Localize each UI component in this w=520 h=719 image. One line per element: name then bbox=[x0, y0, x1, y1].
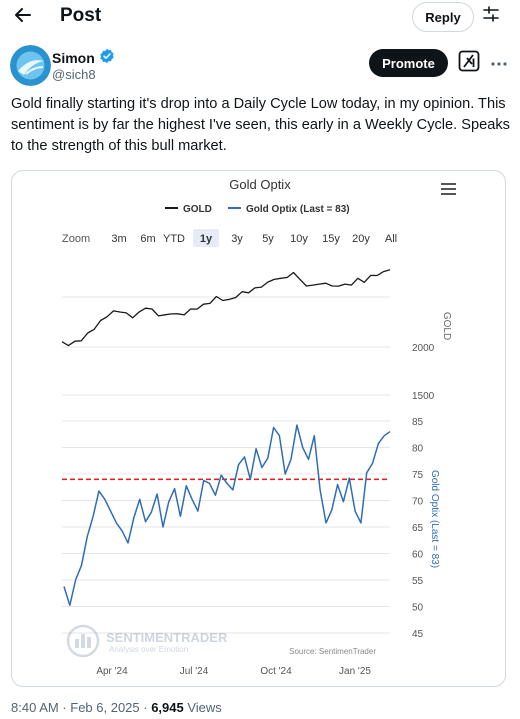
chart-image[interactable]: Gold Optix GOLD Gold Optix (Last = 83) Z… bbox=[11, 170, 506, 687]
legend-optix-label[interactable]: Gold Optix (Last = 83) bbox=[246, 204, 350, 215]
back-button[interactable] bbox=[10, 4, 36, 30]
zoom-button-label: 3y bbox=[231, 233, 243, 245]
zoom-button-5y[interactable]: 5y bbox=[262, 233, 274, 245]
x-tick-label: Apr '24 bbox=[96, 666, 128, 677]
zoom-button-10y[interactable]: 10y bbox=[290, 233, 308, 245]
zoom-button-20y[interactable]: 20y bbox=[352, 233, 370, 245]
zoom-button-label: 5y bbox=[262, 233, 274, 245]
zoom-button-3y[interactable]: 3y bbox=[231, 233, 243, 245]
zoom-button-label: All bbox=[385, 233, 397, 245]
watermark-logo-icon bbox=[66, 624, 100, 658]
grok-button[interactable] bbox=[456, 50, 482, 77]
more-options-button[interactable] bbox=[488, 51, 510, 75]
zoom-button-label: YTD bbox=[163, 233, 185, 245]
views-label: Views bbox=[183, 700, 222, 715]
chart-menu-icon[interactable] bbox=[441, 183, 456, 195]
top-axis-title: GOLD bbox=[441, 312, 452, 340]
bottom-axis-title: Gold Optix (Last = 83) bbox=[429, 470, 440, 568]
y-tick-label: 85 bbox=[412, 417, 424, 428]
watermark-tagline: Analysis over Emotion bbox=[109, 645, 188, 654]
author-handle[interactable]: @sich8 bbox=[52, 67, 96, 82]
legend: GOLD Gold Optix (Last = 83) bbox=[165, 204, 350, 215]
zoom-button-label: 20y bbox=[352, 233, 370, 245]
zoom-button-3m[interactable]: 3m bbox=[111, 233, 126, 245]
y-tick-label: 80 bbox=[412, 444, 424, 455]
tweet-text: Gold finally starting it's drop into a D… bbox=[11, 96, 510, 154]
zoom-label: Zoom bbox=[62, 233, 90, 245]
grok-icon bbox=[458, 50, 480, 77]
y-tick-label: 50 bbox=[412, 603, 424, 614]
sliders-icon bbox=[482, 5, 500, 28]
avatar[interactable] bbox=[10, 45, 51, 86]
zoom-button-15y[interactable]: 15y bbox=[322, 233, 340, 245]
page-title: Post bbox=[60, 5, 102, 26]
post-meta: 8:40 AM · Feb 6, 2025 · 6,945 Views bbox=[11, 699, 222, 717]
promote-button[interactable]: Promote bbox=[369, 49, 448, 77]
optix-series-line bbox=[63, 424, 391, 607]
author-name[interactable]: Simon bbox=[52, 48, 115, 68]
y-tick-label: 45 bbox=[412, 629, 424, 640]
zoom-range-selector: 3m 6m YTD 1y 3y 5y 10y 15y 20y All bbox=[111, 229, 397, 247]
watermark: SENTIMENTRADER Analysis over Emotion bbox=[66, 624, 228, 658]
zoom-selected-bg bbox=[193, 229, 219, 247]
source-label: Source: SentimenTrader bbox=[289, 647, 376, 656]
top-panel-grid bbox=[62, 296, 390, 396]
zoom-button-label: 3m bbox=[111, 233, 126, 245]
zoom-button-label: 10y bbox=[290, 233, 308, 245]
verified-badge-icon bbox=[99, 48, 115, 68]
y-tick-label: 70 bbox=[412, 497, 424, 508]
more-dots-icon bbox=[490, 54, 508, 72]
top-bar: Post Reply bbox=[0, 0, 520, 34]
chart-title: Gold Optix bbox=[229, 177, 291, 192]
top-axis-ticks: 2000 1500 bbox=[412, 343, 435, 402]
x-axis-labels: Apr '24 Jul '24 Oct '24 Jan '25 bbox=[96, 666, 371, 677]
zoom-button-all[interactable]: All bbox=[385, 233, 397, 245]
legend-gold-label[interactable]: GOLD bbox=[183, 204, 212, 215]
views-count: 6,945 bbox=[151, 700, 184, 715]
reply-filter-button[interactable] bbox=[480, 5, 502, 27]
zoom-button-ytd[interactable]: YTD bbox=[163, 233, 185, 245]
x-tick-label: Jan '25 bbox=[339, 666, 371, 677]
y-tick-label: 60 bbox=[412, 550, 424, 561]
bottom-panel-grid bbox=[62, 420, 390, 634]
x-tick-label: Oct '24 bbox=[260, 666, 292, 677]
zoom-button-1y[interactable]: 1y bbox=[193, 229, 219, 247]
x-tick-label: Jul '24 bbox=[180, 666, 209, 677]
y-tick-label: 1500 bbox=[412, 391, 435, 402]
y-tick-label: 2000 bbox=[412, 343, 435, 354]
gold-series-line bbox=[61, 269, 391, 347]
zoom-button-label: 6m bbox=[140, 233, 155, 245]
y-tick-label: 75 bbox=[412, 470, 424, 481]
y-tick-label: 65 bbox=[412, 523, 424, 534]
zoom-button-label: 15y bbox=[322, 233, 340, 245]
zoom-button-6m[interactable]: 6m bbox=[140, 233, 155, 245]
y-tick-label: 55 bbox=[412, 576, 424, 587]
chart-svg: Gold Optix GOLD Gold Optix (Last = 83) Z… bbox=[61, 177, 456, 677]
bottom-axis-ticks: 85 80 75 70 65 60 55 50 45 bbox=[412, 417, 424, 640]
watermark-text: SENTIMENTRADER bbox=[106, 630, 228, 645]
reply-button[interactable]: Reply bbox=[412, 2, 474, 32]
author-name-text: Simon bbox=[52, 50, 95, 66]
zoom-button-label: 1y bbox=[200, 233, 213, 245]
timestamp[interactable]: 8:40 AM · Feb 6, 2025 · bbox=[11, 700, 152, 715]
back-arrow-icon bbox=[13, 5, 33, 30]
